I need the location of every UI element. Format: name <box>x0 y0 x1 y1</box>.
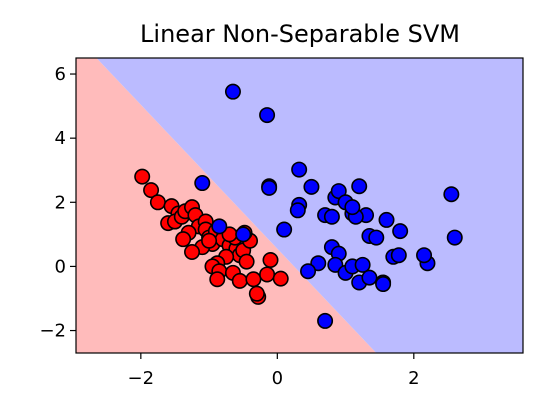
data-point-blue <box>446 229 463 246</box>
y-axis: −2 0 2 4 6 <box>39 64 76 342</box>
data-point-red <box>143 182 160 199</box>
data-point-blue <box>416 247 433 264</box>
data-point-blue <box>261 179 278 196</box>
data-point-blue <box>392 223 409 240</box>
data-point-red <box>245 271 262 288</box>
data-point-blue <box>351 178 368 195</box>
plot-area <box>76 58 524 353</box>
y-tick-label: −2 <box>39 321 66 342</box>
data-point-blue <box>303 178 320 195</box>
data-point-red <box>201 232 218 249</box>
data-point-blue <box>259 107 276 124</box>
data-point-red <box>262 252 279 269</box>
data-point-red <box>248 285 265 302</box>
data-point-red <box>238 253 255 270</box>
data-point-red <box>272 270 289 287</box>
data-point-blue <box>194 175 211 192</box>
chart-title: Linear Non-Separable SVM <box>140 20 460 48</box>
y-tick-label: 2 <box>55 192 66 213</box>
data-point-blue <box>235 226 252 243</box>
data-point-blue <box>378 211 395 228</box>
decision-region-blue <box>96 58 524 353</box>
data-point-red <box>134 168 151 185</box>
data-point-blue <box>361 269 378 286</box>
data-point-red <box>175 231 192 248</box>
data-point-blue <box>443 186 460 203</box>
data-point-blue <box>224 83 241 100</box>
x-axis: −2 0 2 <box>128 353 420 389</box>
data-point-blue <box>291 161 308 178</box>
axes-frame <box>75 57 524 354</box>
data-point-red <box>259 266 276 283</box>
y-tick-label: 0 <box>55 256 66 277</box>
y-tick-label: 6 <box>55 64 66 85</box>
data-point-blue <box>211 218 228 235</box>
data-points <box>134 83 463 329</box>
data-point-red <box>231 272 248 289</box>
data-point-blue <box>390 247 407 264</box>
x-tick-label: −2 <box>128 368 155 389</box>
data-point-blue <box>375 276 392 293</box>
x-tick-label: 2 <box>408 368 419 389</box>
data-point-red <box>184 243 201 260</box>
data-point-blue <box>344 199 361 216</box>
data-point-blue <box>289 202 306 219</box>
data-point-red <box>209 271 226 288</box>
data-point-blue <box>300 263 317 280</box>
data-point-blue <box>317 312 334 329</box>
data-point-blue <box>323 208 340 225</box>
data-point-blue <box>368 229 385 246</box>
decision-region-red <box>76 58 377 353</box>
x-tick-label: 0 <box>272 368 283 389</box>
y-tick-label: 4 <box>55 128 66 149</box>
data-point-blue <box>354 256 371 273</box>
data-point-red <box>149 194 166 211</box>
data-point-blue <box>276 221 293 238</box>
